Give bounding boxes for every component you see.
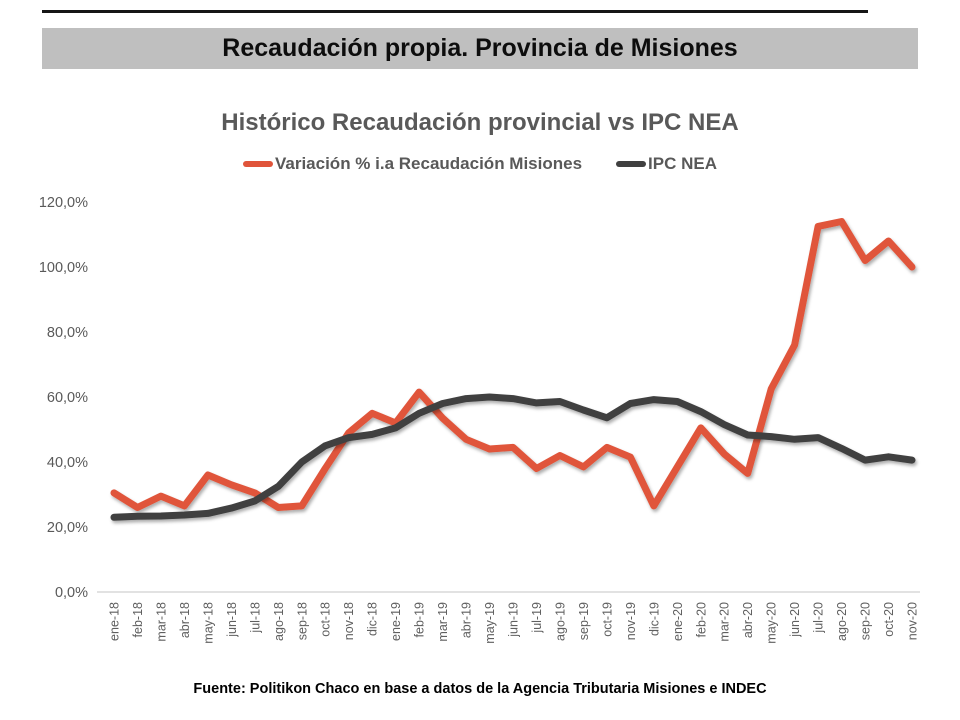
legend-item-ipc-nea: IPC NEA	[616, 154, 717, 174]
x-axis-label: may-20	[765, 602, 779, 644]
x-axis-label: ene-18	[108, 602, 122, 641]
y-axis-label: 60,0%	[47, 390, 88, 406]
x-axis-label: ene-19	[389, 602, 403, 641]
y-axis-label: 0,0%	[55, 585, 88, 601]
x-axis-label: abr-18	[178, 602, 192, 638]
x-axis-label: dic-19	[647, 602, 661, 636]
y-axis-label: 20,0%	[47, 520, 88, 536]
x-axis-label: oct-18	[319, 602, 333, 637]
y-axis-label: 120,0%	[39, 195, 88, 211]
x-axis-label: oct-20	[882, 602, 896, 637]
x-axis-label: feb-18	[131, 602, 145, 637]
x-axis-label: may-18	[201, 602, 215, 644]
x-axis-label: feb-20	[694, 602, 708, 637]
x-axis-label: nov-19	[624, 602, 638, 640]
x-axis-label: jun-20	[788, 602, 802, 638]
legend-dash-recaudacion-icon	[242, 161, 273, 167]
legend-dash-ipc-nea-icon	[616, 161, 647, 167]
x-axis-label: mar-20	[718, 602, 732, 642]
x-axis-label: feb-19	[413, 602, 427, 637]
y-axis-label: 40,0%	[47, 455, 88, 471]
chart-legend: Variación % i.a Recaudación Misiones IPC…	[0, 152, 960, 176]
series-line-ipc-nea	[110, 393, 916, 521]
x-axis-label: jul-19	[530, 602, 544, 634]
y-axis-label: 80,0%	[47, 325, 88, 341]
legend-label-recaudacion: Variación % i.a Recaudación Misiones	[274, 154, 583, 173]
x-axis-label: jun-18	[225, 602, 239, 638]
slide-top-border	[42, 10, 868, 13]
x-axis-label: ago-19	[553, 602, 567, 641]
x-axis-label: abr-20	[741, 602, 755, 638]
x-axis-label: nov-18	[342, 602, 356, 640]
x-axis-label: abr-19	[460, 602, 474, 638]
x-axis-label: ago-18	[272, 602, 286, 641]
x-axis-label: sep-18	[295, 602, 309, 640]
x-axis-label: sep-20	[859, 602, 873, 640]
x-axis-label: jun-19	[507, 602, 521, 638]
series-line-recaudacion-misiones	[110, 218, 916, 511]
x-axis-label: jul-20	[812, 602, 826, 634]
x-axis-label: mar-18	[154, 602, 168, 642]
header-banner: Recaudación propia. Provincia de Misione…	[42, 28, 918, 69]
x-axis-label: mar-19	[436, 602, 450, 642]
chart-title: Histórico Recaudación provincial vs IPC …	[221, 109, 739, 136]
x-axis-label: may-19	[483, 602, 497, 644]
legend-item-recaudacion: Variación % i.a Recaudación Misiones	[242, 154, 583, 174]
source-note: Fuente: Politikon Chaco en base a datos …	[193, 681, 767, 697]
x-axis-label: oct-19	[600, 602, 614, 637]
y-axis-label: 100,0%	[39, 260, 88, 276]
x-axis-label: sep-19	[577, 602, 591, 640]
x-axis-label: ago-20	[835, 602, 849, 641]
x-axis-label: jul-18	[248, 602, 262, 634]
x-axis-label: ene-20	[671, 602, 685, 641]
legend-label-ipc-nea: IPC NEA	[648, 154, 718, 173]
x-axis-label: dic-18	[366, 602, 380, 636]
page-title: Recaudación propia. Provincia de Misione…	[222, 34, 738, 62]
x-axis-label: nov-20	[906, 602, 920, 640]
